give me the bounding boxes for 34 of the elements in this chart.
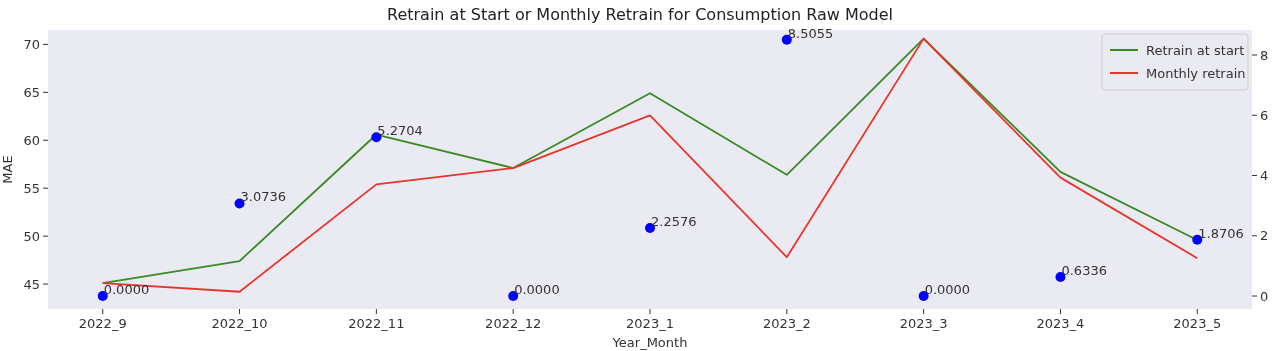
data-label: 0.6336 bbox=[1061, 262, 1107, 278]
data-label: 5.2704 bbox=[377, 123, 423, 139]
legend-label: Monthly retrain bbox=[1146, 65, 1246, 81]
y-tick-label: 55 bbox=[23, 180, 40, 196]
chart-title: Retrain at Start or Monthly Retrain for Consumption Raw Model bbox=[387, 5, 893, 24]
data-label: 3.0736 bbox=[240, 189, 287, 205]
x-tick-label: 2022_12 bbox=[485, 316, 542, 331]
y2-tick-label: 8 bbox=[1260, 47, 1269, 63]
y2-tick-label: 2 bbox=[1260, 228, 1269, 244]
y-axis-title: MAE bbox=[0, 155, 15, 184]
y-tick-label: 70 bbox=[23, 36, 40, 52]
x-tick-label: 2022_11 bbox=[348, 316, 405, 331]
data-label: 8.5055 bbox=[787, 25, 834, 41]
x-tick-label: 2022_10 bbox=[211, 316, 268, 331]
x-tick-label: 2023_5 bbox=[1173, 316, 1222, 331]
y2-tick-label: 4 bbox=[1260, 168, 1269, 184]
data-label: 0.0000 bbox=[924, 282, 971, 298]
y2-tick-label: 0 bbox=[1260, 288, 1269, 304]
data-label: 1.8706 bbox=[1198, 225, 1244, 241]
y-tick-label: 45 bbox=[23, 276, 40, 292]
x-tick-label: 2023_4 bbox=[1036, 316, 1085, 331]
x-tick-label: 2023_2 bbox=[762, 316, 811, 331]
x-axis-title: Year_Month bbox=[611, 335, 688, 350]
x-tick-label: 2023_1 bbox=[626, 316, 674, 331]
data-label: 0.0000 bbox=[103, 282, 150, 298]
y2-tick-label: 6 bbox=[1260, 107, 1269, 123]
data-label: 2.2576 bbox=[651, 214, 697, 230]
y-tick-label: 65 bbox=[23, 84, 40, 100]
x-tick-label: 2022_9 bbox=[78, 316, 127, 331]
y-tick-label: 50 bbox=[23, 228, 40, 244]
legend-label: Retrain at start bbox=[1146, 42, 1245, 58]
x-tick-label: 2023_3 bbox=[899, 316, 948, 331]
y-tick-label: 60 bbox=[23, 132, 40, 148]
data-label: 0.0000 bbox=[514, 282, 560, 298]
